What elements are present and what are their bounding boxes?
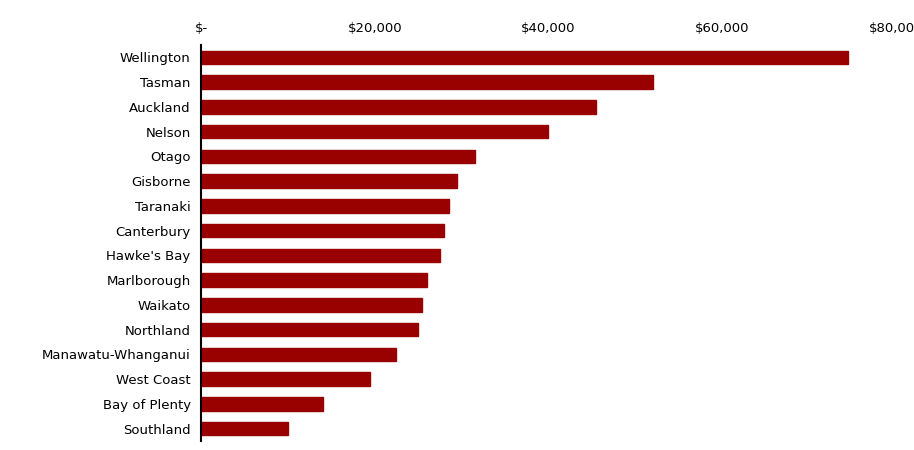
Bar	[201, 174, 457, 188]
Bar	[201, 273, 427, 287]
Bar	[201, 100, 596, 114]
Bar	[201, 125, 548, 139]
Bar	[201, 149, 474, 163]
Bar	[201, 248, 440, 262]
Bar	[201, 372, 370, 386]
Bar	[201, 347, 397, 361]
Bar	[201, 75, 653, 89]
Bar	[201, 298, 422, 312]
Bar	[201, 50, 848, 64]
Bar	[201, 397, 323, 411]
Bar	[201, 199, 449, 213]
Bar	[201, 224, 444, 238]
Bar	[201, 323, 418, 337]
Bar	[201, 422, 288, 436]
